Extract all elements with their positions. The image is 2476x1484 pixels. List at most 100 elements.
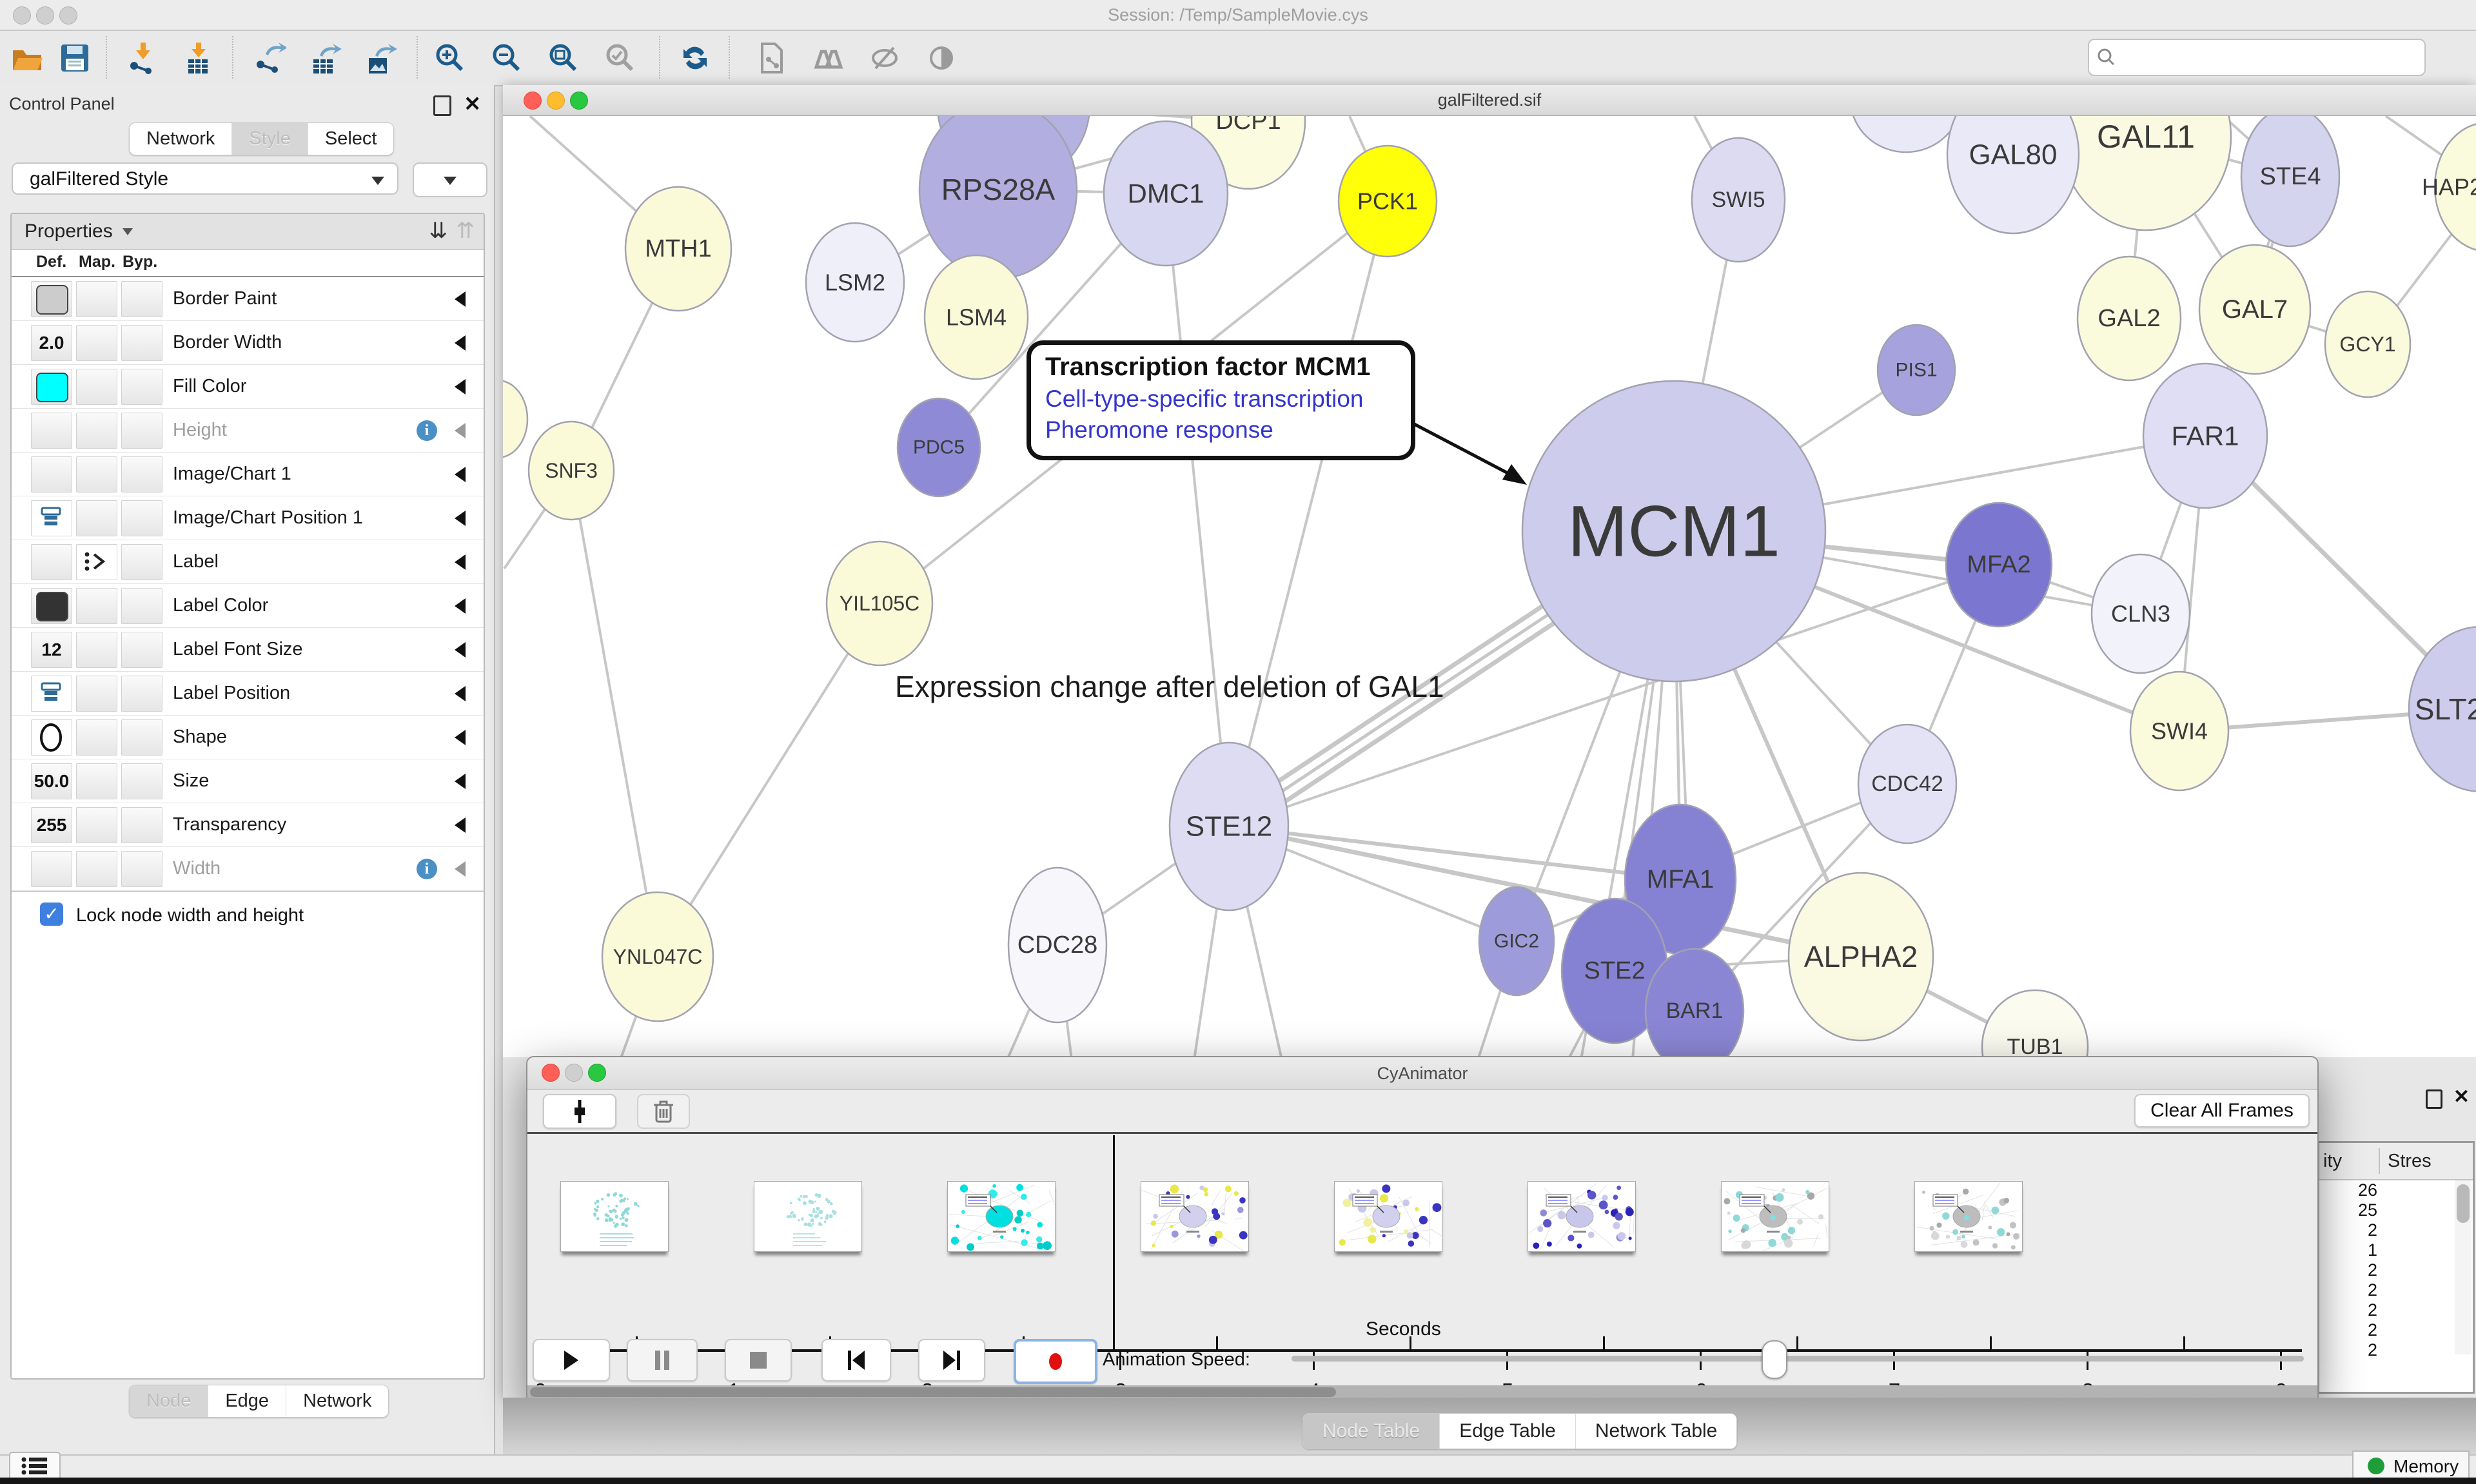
expand-property-icon[interactable] <box>455 817 466 833</box>
frame-thumbnail-1[interactable] <box>754 1181 862 1252</box>
map-value-cell[interactable] <box>76 456 117 493</box>
skip-to-end-button[interactable] <box>918 1339 985 1381</box>
network-node-DMC1[interactable] <box>1103 120 1229 267</box>
frame-thumbnail-4[interactable] <box>1334 1181 1442 1252</box>
animation-timeline[interactable]: 0123456789 Seconds <box>527 1134 2317 1399</box>
network-node-SNF3[interactable] <box>527 420 615 521</box>
task-history-button[interactable] <box>9 1452 61 1481</box>
frame-thumbnail-5[interactable] <box>1528 1181 1636 1252</box>
info-icon[interactable]: i <box>417 420 437 441</box>
style-options-button[interactable] <box>413 162 487 197</box>
network-node-HAP2[interactable] <box>2433 122 2476 251</box>
zoom-in-icon[interactable] <box>433 41 467 75</box>
style-property-row[interactable]: Width i <box>12 847 484 891</box>
network-node-SWI4[interactable] <box>2129 670 2230 792</box>
zoom-window-icon[interactable] <box>59 6 77 24</box>
byp-value-cell[interactable] <box>121 676 162 712</box>
expand-property-icon[interactable] <box>455 642 466 658</box>
network-node-N2[interactable] <box>503 380 529 458</box>
close-panel-icon[interactable]: ✕ <box>2453 1086 2470 1108</box>
style-property-row[interactable]: 2.0 Border Width <box>12 321 484 365</box>
properties-header[interactable]: Properties ⇊ ⇈ <box>12 214 484 250</box>
network-node-CDC42[interactable] <box>1857 723 1958 845</box>
search-network-icon[interactable] <box>811 41 845 75</box>
lock-checkbox[interactable]: ✓ <box>40 903 63 926</box>
delete-frame-button[interactable] <box>637 1094 690 1129</box>
network-node-PDC5[interactable] <box>896 397 981 498</box>
byp-value-cell[interactable] <box>121 281 162 317</box>
tab-network-table[interactable]: Network Table <box>1575 1414 1737 1449</box>
tab-node[interactable]: Node <box>130 1385 208 1417</box>
network-canvas[interactable]: RPS28BDCP1GAL11GAL80STE4HAP2RPS28ADMC1PC… <box>503 116 2476 1057</box>
style-property-row[interactable]: Border Paint <box>12 277 484 321</box>
style-property-row[interactable]: 12 Label Font Size <box>12 628 484 672</box>
network-node-CLN3[interactable] <box>2090 553 2191 674</box>
byp-value-cell[interactable] <box>121 325 162 361</box>
def-value-cell[interactable] <box>31 369 72 405</box>
network-node-FAR1[interactable] <box>2142 362 2268 509</box>
clear-all-frames-button[interactable]: Clear All Frames <box>2134 1094 2310 1128</box>
map-value-cell[interactable] <box>76 807 117 843</box>
network-node-YIL105C[interactable] <box>825 540 934 667</box>
frame-thumbnail-6[interactable] <box>1721 1181 1829 1252</box>
network-file-icon[interactable] <box>754 41 788 75</box>
network-node-CDC28[interactable] <box>1007 866 1108 1024</box>
style-property-row[interactable]: 255 Transparency <box>12 803 484 847</box>
network-node-STE12[interactable] <box>1168 741 1290 912</box>
tab-edge-table[interactable]: Edge Table <box>1439 1414 1575 1449</box>
def-value-cell[interactable] <box>31 719 72 756</box>
refresh-icon[interactable] <box>678 41 712 75</box>
expand-property-icon[interactable] <box>455 423 466 438</box>
expand-property-icon[interactable] <box>455 291 466 307</box>
float-panel-icon[interactable] <box>433 95 451 116</box>
expand-property-icon[interactable] <box>455 774 466 789</box>
map-value-cell[interactable] <box>76 413 117 449</box>
annotation-link-2[interactable]: Pheromone response <box>1045 416 1273 443</box>
close-window-icon[interactable] <box>542 1064 560 1082</box>
info-icon[interactable]: i <box>417 859 437 879</box>
minimize-window-icon[interactable] <box>547 92 565 110</box>
def-value-cell[interactable]: 2.0 <box>31 325 72 361</box>
byp-value-cell[interactable] <box>121 413 162 449</box>
minimize-window-icon[interactable] <box>36 6 54 24</box>
network-node-STE4[interactable] <box>2240 116 2341 248</box>
style-property-row[interactable]: Fill Color <box>12 365 484 409</box>
map-value-cell[interactable] <box>76 500 117 536</box>
def-value-cell[interactable]: 255 <box>31 807 72 843</box>
expand-property-icon[interactable] <box>455 861 466 877</box>
tab-node-table[interactable]: Node Table <box>1303 1414 1440 1449</box>
zoom-window-icon[interactable] <box>588 1064 606 1082</box>
skip-to-start-button[interactable] <box>821 1339 891 1381</box>
slider-thumb[interactable] <box>1762 1340 1787 1379</box>
network-node-GAL7[interactable] <box>2198 244 2312 375</box>
def-value-cell[interactable] <box>31 456 72 493</box>
frame-thumbnail-2[interactable] <box>947 1181 1056 1252</box>
frame-thumbnail-3[interactable] <box>1141 1181 1249 1252</box>
expand-property-icon[interactable] <box>455 467 466 482</box>
network-window-titlebar[interactable]: galFiltered.sif <box>503 85 2476 116</box>
map-value-cell[interactable] <box>76 544 117 580</box>
close-window-icon[interactable] <box>13 6 31 24</box>
def-value-cell[interactable] <box>31 851 72 887</box>
hide-details-icon[interactable] <box>868 41 901 75</box>
expand-all-icon[interactable]: ⇊ <box>429 219 448 243</box>
style-property-row[interactable]: Label Color <box>12 584 484 628</box>
zoom-fit-icon[interactable] <box>547 41 580 75</box>
byp-value-cell[interactable] <box>121 544 162 580</box>
byp-value-cell[interactable] <box>121 763 162 799</box>
column-header-stress[interactable]: Stres <box>2388 1151 2432 1171</box>
float-panel-icon[interactable] <box>2426 1089 2442 1109</box>
network-node-SLT2[interactable] <box>2408 626 2476 792</box>
network-node-YNL047C[interactable] <box>601 891 714 1022</box>
animation-speed-slider[interactable] <box>1292 1356 2304 1362</box>
byp-value-cell[interactable] <box>121 632 162 668</box>
frame-thumbnail-0[interactable] <box>560 1181 669 1252</box>
byp-value-cell[interactable] <box>121 369 162 405</box>
export-table-icon[interactable] <box>308 41 342 75</box>
def-value-cell[interactable] <box>31 588 72 624</box>
map-value-cell[interactable] <box>76 676 117 712</box>
import-table-icon[interactable] <box>182 41 215 75</box>
def-value-cell[interactable] <box>31 676 72 712</box>
cyanimator-titlebar[interactable]: CyAnimator <box>527 1057 2317 1090</box>
close-panel-icon[interactable]: ✕ <box>464 92 481 115</box>
